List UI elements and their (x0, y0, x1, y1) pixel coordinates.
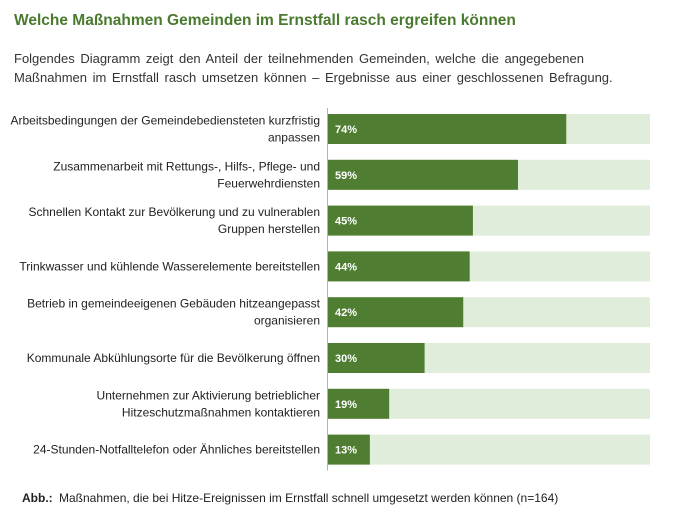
bar (328, 205, 473, 236)
bar (328, 388, 390, 419)
chart-title: Welche Maßnahmen Gemeinden im Ernstfall … (14, 12, 516, 29)
bar-chart: 74% Arbeitsbedingungen der Gemeindebedien… (10, 108, 650, 471)
chart-subtitle: Folgendes Diagramm zeigt den Anteil der … (14, 51, 613, 85)
category-label: Hitzeschutzmaßnahmen kontaktieren (122, 405, 320, 419)
data-label: 30% (335, 353, 357, 365)
bar (328, 159, 518, 190)
data-label: 44% (335, 261, 357, 273)
data-label: 59% (335, 170, 357, 182)
figure-caption: Abb.: Maßnahmen, die bei Hitze-Ereigniss… (22, 491, 558, 505)
category-label: anpassen (268, 131, 320, 145)
bar (328, 114, 567, 144)
category-label: Feuerwehrdiensten (217, 176, 320, 190)
data-label: 13% (335, 445, 357, 457)
category-label: organisieren (254, 314, 320, 328)
bar-track (328, 434, 650, 465)
category-label: Unternehmen zur Aktivierung betriebliche… (97, 388, 320, 402)
bar (328, 343, 425, 373)
category-label: Zusammenarbeit mit Rettungs-, Hilfs-, Pf… (53, 159, 320, 173)
category-label: Betrieb in gemeindeeigenen Gebäuden hitz… (27, 297, 321, 311)
category-label: Trinkwasser und kühlende Wasserelemente … (19, 259, 320, 273)
caption-prefix: Abb.: (22, 491, 53, 505)
category-label: Schnellen Kontakt zur Bevölkerung und zu… (28, 205, 320, 219)
category-label: Arbeitsbedingungen der Gemeindebedienste… (10, 114, 320, 128)
category-label: Gruppen herstellen (218, 222, 320, 236)
data-label: 74% (335, 124, 357, 136)
caption-text: Maßnahmen, die bei Hitze-Ereignissen im … (59, 491, 559, 505)
category-label: Kommunale Abkühlungsorte für die Bevölke… (27, 351, 320, 365)
data-label: 45% (335, 216, 357, 228)
bar (328, 434, 370, 465)
bar (328, 251, 470, 282)
data-label: 42% (335, 307, 357, 319)
data-label: 19% (335, 399, 357, 411)
bar (328, 297, 464, 328)
category-label: 24-Stunden-Notfalltelefon oder Ähnliches… (33, 443, 320, 457)
